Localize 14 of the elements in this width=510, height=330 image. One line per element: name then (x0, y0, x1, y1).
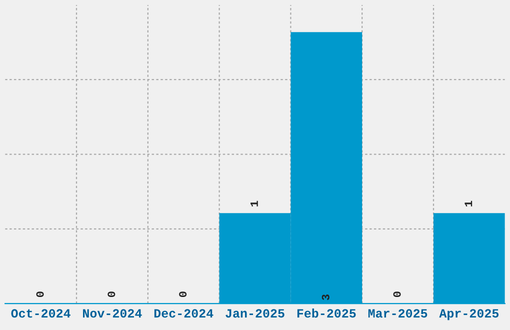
x-tick-label: Mar-2025 (368, 309, 428, 318)
x-tick-label: Oct-2024 (11, 309, 70, 318)
data-label: 0 (393, 292, 401, 297)
data-label: 0 (36, 292, 44, 297)
x-tick-label: Dec-2024 (154, 309, 214, 318)
data-label: 0 (179, 292, 187, 297)
data-label: 0 (108, 292, 116, 297)
data-label: 1 (250, 200, 258, 206)
x-tick-label: Nov-2024 (83, 309, 142, 318)
x-tick-label: Apr-2025 (439, 309, 499, 320)
data-label: 1 (464, 200, 472, 206)
x-tick-label: Feb-2025 (297, 308, 356, 318)
x-tick-label: Jan-2025 (226, 309, 284, 318)
data-label: 3 (322, 294, 330, 300)
